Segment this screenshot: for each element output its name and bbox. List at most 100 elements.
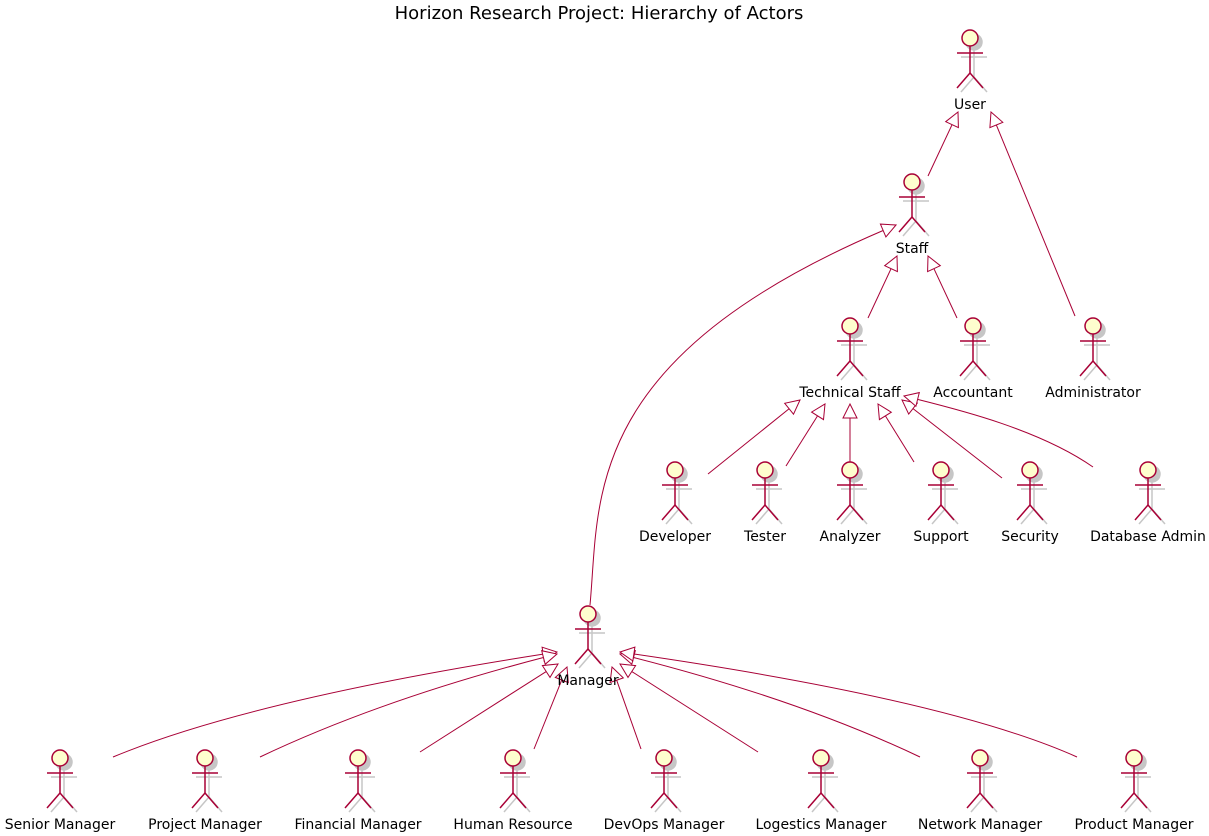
actor-support: Support [913,461,969,545]
generalization-arrowhead [541,663,559,679]
actor-logestics-manager: Logestics Manager [755,749,887,833]
actor-staff: Staff [896,173,930,257]
actor-label: Database Admin [1090,529,1206,545]
actor-label: Accountant [933,385,1013,401]
actor-icon [344,749,372,809]
generalization-arrowhead [619,663,637,679]
generalization-developer-to-technical-staff [707,399,801,475]
actor-icon [499,749,527,809]
actor-icon [836,317,864,377]
edge-line [867,268,892,319]
generalization-arrowhead [989,110,1004,129]
generalization-arrowhead [609,665,625,684]
actor-icon [898,173,926,233]
actor-icon [574,605,602,665]
generalization-administrator-to-user [989,110,1076,317]
edge-line [633,653,1078,758]
actor-icon [807,749,835,809]
generalization-arrowhead [902,391,920,408]
generalization-tester-to-technical-staff [785,403,826,467]
actor-icon [1079,317,1107,377]
edge-line [419,671,547,753]
actor-icon [661,461,689,521]
actor-manager: Manager [557,605,619,689]
generalization-product-manager-to-manager [618,646,1078,758]
actor-database-admin: Database Admin [1090,461,1206,545]
generalization-project-manager-to-manager [259,650,559,758]
actor-icon [1120,749,1148,809]
edge-line [933,268,958,319]
generalization-support-to-technical-staff [877,403,915,463]
actor-label: Financial Manager [294,817,421,833]
actor-developer: Developer [639,461,711,545]
actor-icon [751,461,779,521]
actor-tester: Tester [743,461,786,545]
diagram-title: Horizon Research Project: Hierarchy of A… [395,3,804,24]
actor-icon [956,29,984,89]
edge-line [259,657,544,758]
actor-icon [650,749,678,809]
generalization-arrowhead [879,223,898,238]
actor-icon [927,461,955,521]
actors: User Staff Technical Staff Accountant Admini… [5,29,1206,833]
generalization-arrowhead [927,254,942,273]
actor-label: Logestics Manager [755,817,886,833]
actor-icon [1134,461,1162,521]
actor-label: Project Manager [148,817,262,833]
generalization-accountant-to-staff [927,254,958,319]
edge-line [112,653,544,758]
generalization-manager-to-staff [589,223,898,606]
actor-label: Analyzer [820,529,881,545]
actor-user: User [954,29,988,113]
actor-label: Manager [557,673,619,689]
generalization-arrowhead [618,646,636,662]
generalization-edges [112,110,1094,758]
actor-financial-manager: Financial Manager [294,749,422,833]
generalization-arrowhead [944,110,959,129]
actor-analyzer: Analyzer [820,461,881,545]
edge-line [707,408,790,475]
actor-label: Tester [743,529,786,545]
actor-human-resource: Human Resource [453,749,573,833]
generalization-technical-staff-to-staff [867,254,898,319]
generalization-arrowhead [541,650,559,666]
edge-line [616,680,642,750]
actor-icon [1016,461,1044,521]
actor-label: Developer [639,529,711,545]
generalization-arrowhead [842,402,858,419]
actor-label: DevOps Manager [604,817,725,833]
actor-product-manager: Product Manager [1075,749,1194,833]
actor-label: Staff [896,241,929,257]
actor-senior-manager: Senior Manager [5,749,115,833]
edge-line [533,679,563,750]
actor-label: Support [913,529,969,545]
edge-line [912,408,1003,479]
edge-line [927,124,953,177]
generalization-financial-manager-to-manager [419,663,559,753]
edge-line [631,671,759,753]
edge-line [785,415,818,467]
actor-security: Security [1001,461,1059,545]
edge-line [884,415,915,463]
generalization-human-resource-to-manager [533,665,569,750]
generalization-arrowhead [554,665,569,684]
generalization-analyzer-to-technical-staff [842,402,858,462]
generalization-devops-manager-to-manager [609,665,642,750]
actor-project-manager: Project Manager [148,749,262,833]
actor-icon [46,749,74,809]
generalization-security-to-technical-staff [901,399,1003,479]
actor-label: Security [1001,529,1059,545]
generalization-network-manager-to-manager [618,650,921,758]
generalization-senior-manager-to-manager [112,646,559,758]
actor-label: Human Resource [453,817,572,833]
actor-icon [191,749,219,809]
edge-line [633,656,921,758]
edge-line [995,124,1076,317]
generalization-arrowhead [783,399,801,416]
generalization-database-admin-to-technical-staff [902,391,1094,468]
actor-label: Technical Staff [798,385,901,401]
generalization-arrowhead [883,254,898,273]
actor-network-manager: Network Manager [918,749,1042,833]
actor-label: Product Manager [1075,817,1194,833]
